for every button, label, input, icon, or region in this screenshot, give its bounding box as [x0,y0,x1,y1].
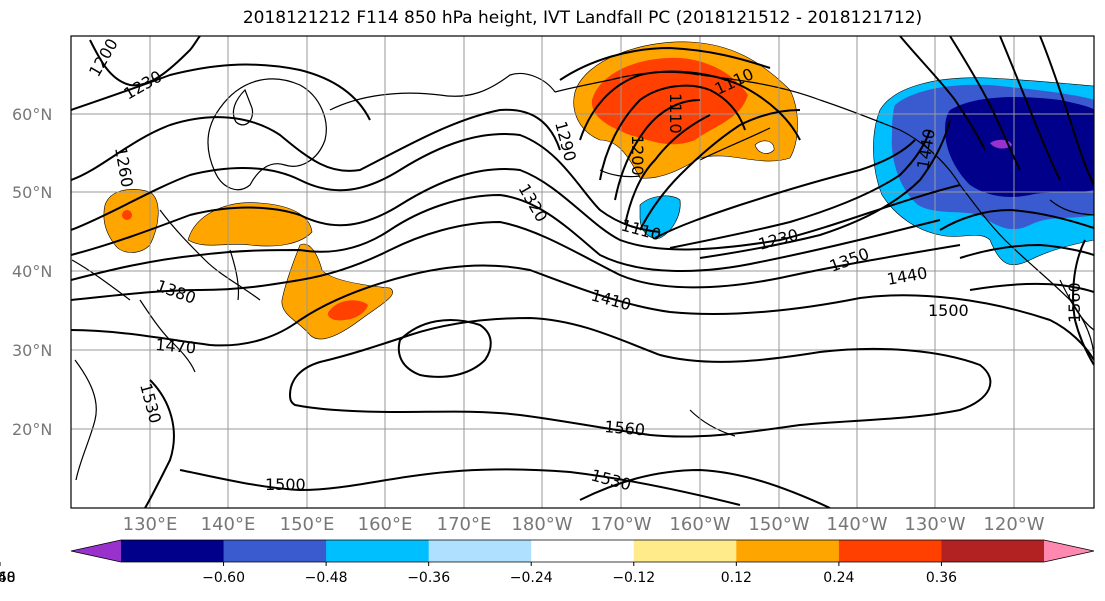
lon-label: 160°W [669,514,730,535]
colorbar-extend-high [1044,540,1094,562]
colorbar-extend-low [71,540,121,562]
lon-label: 140°E [201,514,256,535]
colorbar-tick-label: 0.12 [721,570,752,586]
svg-text:1200: 1200 [628,135,647,176]
colorbar-swatch [223,540,327,562]
colorbar-tick-label: 0.36 [926,570,957,586]
lon-label: 130°W [904,514,965,535]
colorbar-tick-label: 0.60 [0,570,16,586]
longitude-labels: 130°E 140°E 150°E 160°E 170°E 180°W 170°… [123,514,1045,535]
colorbar-tick-label: −0.36 [407,570,450,586]
graticule [71,36,1094,508]
colorbar-tick-label: −0.48 [305,570,348,586]
lon-label: 140°W [826,514,887,535]
lon-label: 170°E [437,514,492,535]
lon-label: 170°W [590,514,651,535]
colorbar-swatch [941,540,1045,562]
lat-label: 50°N [12,183,52,202]
svg-text:1110: 1110 [666,93,685,134]
map-title: 2018121212 F114 850 hPa height, IVT Land… [242,8,923,28]
latitude-labels: 60°N 50°N 40°N 30°N 20°N [12,105,52,439]
colorbar-tick-label: −0.12 [612,570,655,586]
colorbar-tick-labels: −0.60 −0.48 −0.36 −0.24 −0.12 0.12 0.24 0.36 0.4… [0,562,957,586]
colorbar [70,539,1095,563]
svg-text:1500: 1500 [265,475,306,494]
ivt-negative-shading [639,77,1094,265]
colorbar-swatch [736,540,840,562]
colorbar-tick-label: 0.48 [0,570,16,586]
colorbar-swatch [428,540,532,562]
lon-label: 160°E [358,514,413,535]
colorbar-tick-label: −0.24 [510,570,553,586]
lon-label: 120°W [983,514,1044,535]
colorbar-tick-label: 0.24 [823,570,854,586]
lat-label: 30°N [12,341,52,360]
lon-label: 180°W [511,514,572,535]
colorbar-swatch [326,540,430,562]
lon-label: 150°E [280,514,335,535]
map-border [70,35,1095,509]
colorbar-swatch [838,540,942,562]
colorbar-swatch [531,540,635,562]
height-contours [71,36,1094,508]
colorbar-swatch [121,540,225,562]
svg-text:1500: 1500 [928,301,969,320]
svg-text:1470: 1470 [155,335,197,357]
colorbar-outline [70,539,1095,563]
colorbar-tick-label: −0.60 [202,570,245,586]
colorbar-swatch [633,540,737,562]
lon-label: 150°W [748,514,809,535]
lon-label: 130°E [123,514,178,535]
lat-label: 60°N [12,105,52,124]
lat-label: 20°N [12,420,52,439]
lat-label: 40°N [12,262,52,281]
svg-text:1560: 1560 [604,417,646,439]
svg-text:1560: 1560 [1065,282,1084,323]
